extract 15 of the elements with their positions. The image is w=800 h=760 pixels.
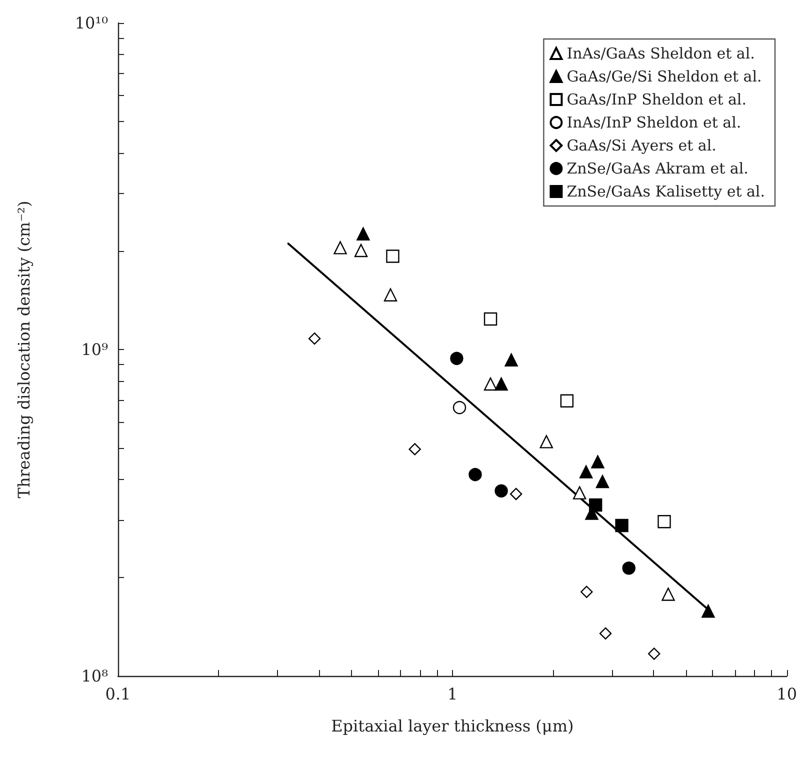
legend-label: GaAs/Ge/Si Sheldon et al.: [566, 68, 762, 86]
x-tick-label: 0.1: [105, 684, 131, 704]
x-tick-label: 10: [776, 684, 797, 704]
x-tick-label: 1: [447, 684, 458, 704]
legend-label: GaAs/Si Ayers et al.: [566, 136, 716, 154]
y-tick-label: 10¹⁰: [74, 14, 108, 32]
y-axis-title: Threading dislocation density (cm⁻²): [14, 200, 34, 498]
legend-label: InAs/InP Sheldon et al.: [566, 114, 742, 132]
x-axis-title: Epitaxial layer thickness (μm): [331, 716, 574, 736]
y-tick-label: 10⁹: [81, 340, 109, 359]
y-tick-label: 10⁸: [81, 666, 108, 686]
legend-label: GaAs/InP Sheldon et al.: [566, 90, 746, 108]
legend-label: InAs/GaAs Sheldon et al.: [566, 44, 755, 62]
legend-label: ZnSe/GaAs Kalisetty et al.: [566, 182, 765, 200]
legend-label: ZnSe/GaAs Akram et al.: [566, 160, 748, 178]
